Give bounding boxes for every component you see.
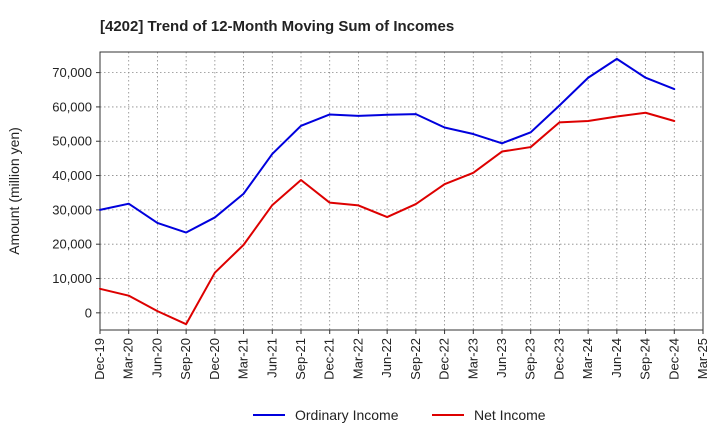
y-tick-label: 40,000: [52, 168, 92, 183]
x-tick-label: Mar-24: [580, 338, 595, 379]
y-axis-ticks: 0 10,000 20,000 30,000 40,000 50,000 60,000 70,…: [52, 65, 100, 320]
y-tick-label: 20,000: [52, 237, 92, 252]
y-tick-label: 50,000: [52, 134, 92, 149]
x-tick-label: Jun-23: [494, 338, 509, 378]
plot-frame: [99, 51, 704, 331]
x-tick-label: Dec-20: [207, 338, 222, 380]
y-tick-label: 30,000: [52, 202, 92, 217]
x-tick-label: Dec-23: [551, 338, 566, 380]
y-axis-label: Amount (million yen): [6, 127, 22, 255]
x-tick-label: Dec-21: [322, 338, 337, 380]
grid-layer: [100, 52, 703, 330]
legend-label-net-income: Net Income: [474, 407, 546, 423]
series-layer: [99, 57, 676, 326]
series-line-ordinary-income: [99, 57, 676, 234]
x-tick-label: Dec-24: [666, 338, 681, 380]
y-tick-label: 60,000: [52, 99, 92, 114]
x-tick-label: Dec-19: [92, 338, 107, 380]
x-axis-ticks: Dec-19 Mar-20 Jun-20 Sep-20 Dec-20 Mar-21 Jun-…: [92, 330, 710, 380]
x-tick-label: Jun-24: [609, 338, 624, 378]
legend-label-ordinary-income: Ordinary Income: [295, 407, 399, 423]
x-tick-label: Sep-23: [523, 338, 538, 380]
x-tick-label: Sep-21: [293, 338, 308, 380]
x-tick-label: Sep-22: [408, 338, 423, 380]
y-tick-label: 0: [85, 305, 92, 320]
y-tick-label: 70,000: [52, 65, 92, 80]
legend: Ordinary Income Net Income: [253, 407, 546, 423]
x-tick-label: Jun-21: [264, 338, 279, 378]
x-tick-label: Mar-20: [121, 338, 136, 379]
x-tick-label: Mar-23: [465, 338, 480, 379]
x-tick-label: Jun-22: [379, 338, 394, 378]
x-tick-label: Mar-21: [236, 338, 251, 379]
x-tick-label: Sep-20: [178, 338, 193, 380]
x-tick-label: Sep-24: [638, 338, 653, 380]
x-tick-label: Mar-25: [695, 338, 710, 379]
series-line-net-income: [99, 111, 676, 326]
x-tick-label: Jun-20: [149, 338, 164, 378]
y-tick-label: 10,000: [52, 271, 92, 286]
x-tick-label: Mar-22: [350, 338, 365, 379]
chart-title: [4202] Trend of 12-Month Moving Sum of I…: [100, 18, 454, 35]
x-tick-label: Dec-22: [437, 338, 452, 380]
